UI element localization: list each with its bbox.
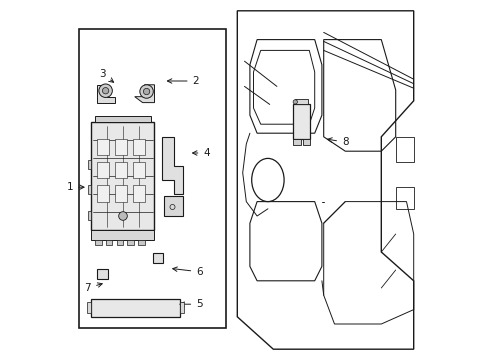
Bar [163,196,183,216]
Bar [295,99,307,104]
Text: 8: 8 [327,137,348,147]
Bar [87,302,91,313]
Polygon shape [237,11,413,349]
Circle shape [119,212,127,220]
Bar [115,162,127,178]
Bar [91,299,179,317]
Bar [292,104,310,139]
Bar [138,240,144,245]
Text: 1: 1 [66,182,84,192]
Bar [97,185,109,202]
Text: 4: 4 [192,148,209,158]
Polygon shape [97,85,115,103]
Bar [88,160,91,169]
Circle shape [102,87,108,94]
Polygon shape [162,137,183,194]
Bar [115,139,127,155]
Bar [106,240,112,245]
Bar [91,230,154,240]
Circle shape [143,88,149,95]
Bar [97,139,109,155]
Bar [152,253,163,263]
Circle shape [99,84,112,98]
Bar [88,211,91,220]
Text: 5: 5 [180,299,203,309]
Bar [95,116,151,122]
Circle shape [140,85,153,98]
Bar [133,139,145,155]
Bar [133,162,145,178]
Bar [133,185,145,202]
Bar [97,162,109,178]
Polygon shape [134,85,154,103]
Bar [88,185,91,194]
Bar [97,269,107,279]
Bar [292,139,300,145]
Bar [302,139,310,145]
Bar [127,240,134,245]
Circle shape [292,100,297,104]
Text: 7: 7 [84,283,102,293]
Bar [179,302,183,313]
Bar [115,185,127,202]
Text: 2: 2 [167,76,199,86]
Bar [117,240,123,245]
Text: 3: 3 [99,69,113,82]
Bar [79,29,226,328]
Bar [95,240,102,245]
Text: 6: 6 [172,267,203,277]
Bar [91,122,154,230]
